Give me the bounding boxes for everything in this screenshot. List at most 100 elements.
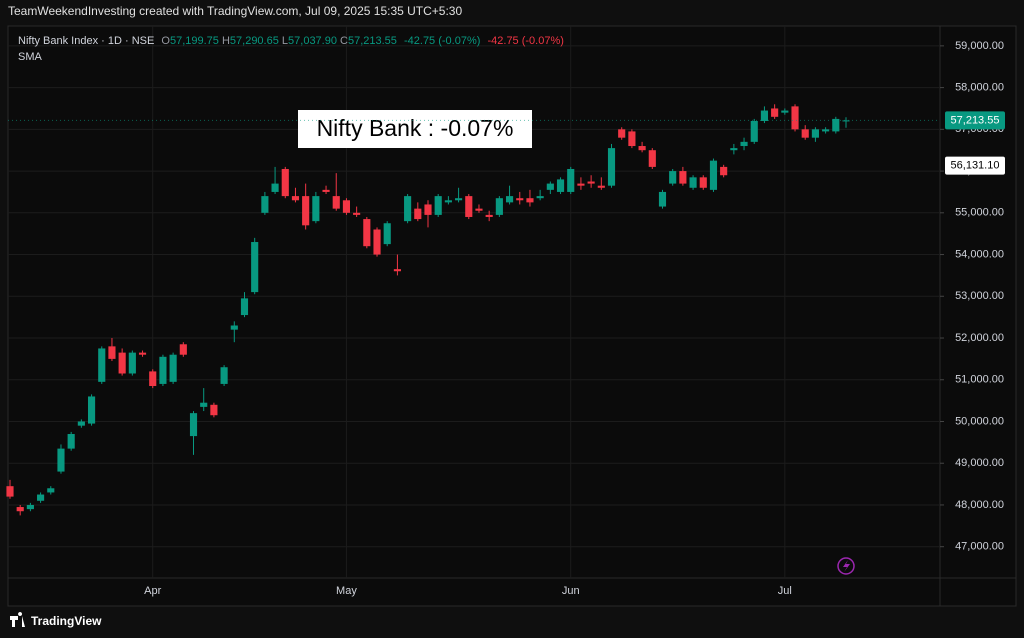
ohlc-value: 57,037.90 [288,35,337,47]
plot [6,104,850,516]
candle-body [373,229,381,255]
y-tick-label: 49,000.00 [955,457,1004,469]
candle-body [138,352,147,355]
candle-body [444,200,452,203]
candle-body [597,185,605,188]
alert-icon[interactable] [837,557,855,575]
candle-body [740,141,748,147]
candle-body [291,196,300,201]
candle-body [475,208,483,211]
candle-body [312,196,320,222]
candle-body [149,371,157,387]
last-price-label: 57,213.55 [951,114,1000,126]
candle-body [322,189,330,192]
candle-body [353,212,361,215]
candle-body [98,348,106,382]
ohlc-value: 57,199.75 [170,35,219,47]
candle-body [189,413,198,437]
candle-body [77,421,85,426]
candle-body [57,448,65,472]
candle-body [791,106,799,130]
ohlc-value: 57,290.65 [230,35,279,47]
candle-body [526,198,534,203]
candle-body [536,196,544,199]
candle-body [801,129,809,138]
candle-body [87,396,96,424]
candle-body [16,507,24,512]
candle-body [37,494,45,501]
candle-body [516,198,524,201]
candle-body [230,325,238,330]
candle-body [465,196,473,217]
y-tick-label: 51,000.00 [955,374,1004,386]
y-tick-label: 48,000.00 [955,499,1004,511]
candle-body [332,196,340,209]
candle-body [414,208,422,220]
brand-logo [10,612,25,627]
candle-body [485,214,493,217]
candle-body [842,120,850,122]
candle-body [577,183,585,186]
alert-icon-bolt [843,560,850,572]
legend-sma: SMA [18,51,43,63]
candle-body [383,223,391,245]
candle-body [210,404,218,416]
candle-body [404,196,412,222]
y-tick-label: 50,000.00 [955,415,1004,427]
candle-body [638,146,646,151]
candle-body [67,434,75,449]
x-tick-label: Jul [778,585,792,597]
candle-body [648,150,656,167]
candle-body [587,181,595,184]
legend-line: Nifty Bank Index · 1D · NSE O57,199.75 H… [18,35,564,47]
brand: TradingView [31,614,102,628]
candle-body [832,118,840,132]
x-tick-label: Jun [562,585,580,597]
candle-body [822,129,830,132]
candle-body [689,177,697,188]
watermark: TeamWeekendInvesting created with Tradin… [8,4,462,18]
y-tick-label: 53,000.00 [955,290,1004,302]
ohlc-key: H [222,35,230,47]
candle-body [261,196,269,213]
symbol: Nifty Bank Index · 1D · NSE [18,35,154,47]
candle-body [669,171,677,184]
x-tick-label: May [336,585,357,597]
candle-body [281,168,289,197]
candle-body [760,110,769,121]
candle-body [607,148,616,186]
candle-body [108,346,116,359]
y-tick-label: 58,000.00 [955,82,1004,94]
x-tick-label: Apr [144,585,161,597]
candle-body [811,129,819,138]
candle-body [240,298,249,316]
candle-body [709,160,718,190]
candle-body [6,486,14,497]
candle-body [271,183,279,192]
candle-body [200,402,208,407]
change: -42.75 (-0.07%) [404,35,480,47]
candle-body [556,179,565,192]
candle-body [363,219,371,247]
candle-body [628,131,636,147]
ohlc-key: L [282,35,288,47]
annotation: Nifty Bank : -0.07% [317,115,514,141]
candle-body [730,148,738,151]
candle-body [393,269,401,272]
candle-body [618,129,626,138]
candle-body [179,344,187,355]
candle-body [720,166,728,176]
candle-body [434,196,442,215]
candle-body [771,108,779,117]
candle-body [169,354,177,382]
sma-price-label: 56,131.10 [951,160,1000,172]
candle-body [47,488,55,493]
candle-body [128,352,136,374]
ohlc-key: O [161,35,170,47]
sma-price-box [945,156,1005,175]
ohlc-value: 57,213.55 [348,35,397,47]
candle-body [567,168,575,192]
candle-body [220,367,228,384]
candle-body [546,183,554,190]
